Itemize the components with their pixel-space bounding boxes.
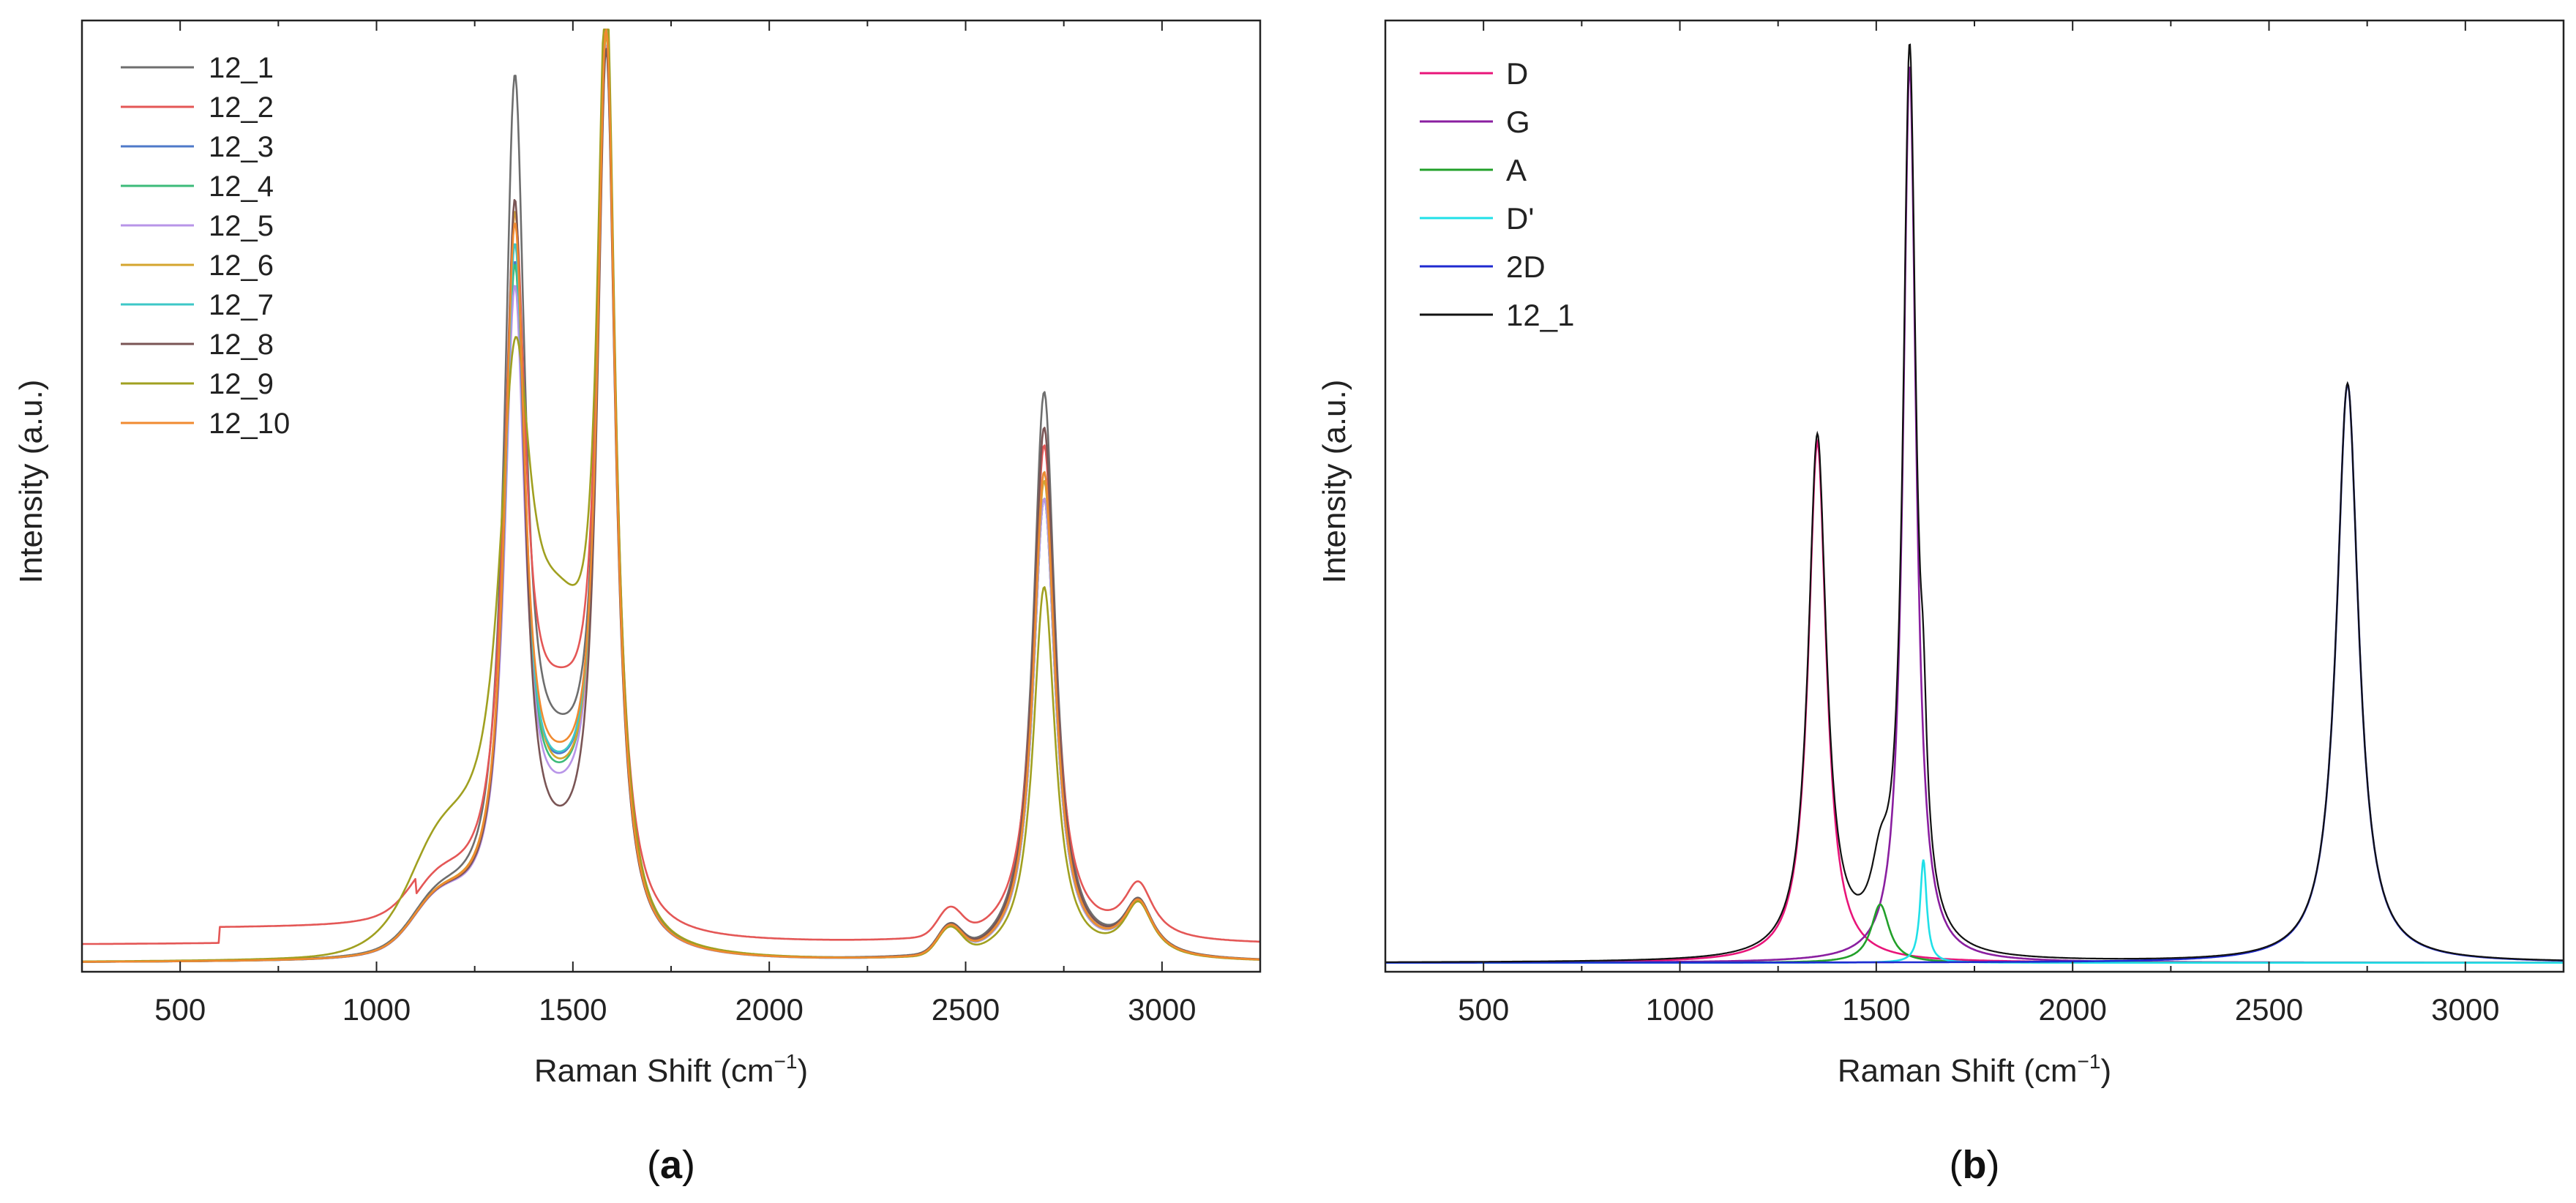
panel-a-panel-label: (a) bbox=[647, 1143, 695, 1187]
series-line-12_1 bbox=[82, 29, 1260, 963]
series-line-D' bbox=[1385, 859, 2564, 964]
panel-b-xtick-label: 1500 bbox=[1842, 992, 1910, 1027]
panel-a-xtick-label: 3000 bbox=[1128, 992, 1196, 1027]
panel-b-xtick-label: 2500 bbox=[2235, 992, 2303, 1027]
panel-b-xtick-label: 1000 bbox=[1646, 992, 1714, 1027]
legend-label-12_7: 12_7 bbox=[209, 289, 274, 321]
panel-a-xtick-label: 1500 bbox=[539, 992, 607, 1027]
series-line-12_9 bbox=[82, 29, 1260, 963]
series-line-12_1 bbox=[1385, 43, 2564, 963]
series-line-A bbox=[1385, 903, 2564, 964]
series-line-12_2 bbox=[82, 29, 1260, 945]
legend-label-12_6: 12_6 bbox=[209, 250, 274, 282]
panel-b-xtick-label: 500 bbox=[1458, 992, 1509, 1027]
legend-label-12_5: 12_5 bbox=[209, 210, 274, 242]
series-line-2D bbox=[1385, 381, 2564, 964]
panel-b-xtick-label: 3000 bbox=[2431, 992, 2499, 1027]
panel-a-chart: 500 1000 1500 2000 2500 3000 Raman Shift (cm−1… bbox=[13, 19, 1262, 1187]
legend-label-2D: 2D bbox=[1506, 250, 1546, 284]
panel-a-x-axis-label: Raman Shift (cm−1) bbox=[534, 1050, 808, 1089]
series-line-12_10 bbox=[82, 29, 1260, 963]
series-line-D bbox=[1385, 438, 2564, 964]
panel-a-xtick-label: 2000 bbox=[735, 992, 803, 1027]
legend-label-D': D' bbox=[1506, 201, 1534, 236]
series-line-G bbox=[1385, 67, 2564, 964]
legend-label-12_1: 12_1 bbox=[1506, 298, 1574, 332]
legend-label-G: G bbox=[1506, 105, 1530, 139]
panel-a-xtick-label: 2500 bbox=[932, 992, 1000, 1027]
legend-label-12_8: 12_8 bbox=[209, 329, 274, 361]
panel-b-xtick-label: 2000 bbox=[2038, 992, 2106, 1027]
panel-b-y-axis-label: Intensity (a.u.) bbox=[1317, 380, 1352, 584]
legend-label-12_10: 12_10 bbox=[209, 408, 290, 440]
legend-label-12_4: 12_4 bbox=[209, 170, 274, 203]
panel-a-axes-frame bbox=[80, 19, 1262, 973]
legend-label-12_3: 12_3 bbox=[209, 131, 274, 163]
panel-a-xtick-label: 500 bbox=[154, 992, 206, 1027]
panel-b-chart: 500 1000 1500 2000 2500 3000 Raman Shift (cm−1… bbox=[1317, 19, 2565, 1187]
legend-label-D: D bbox=[1506, 56, 1528, 91]
panel-b-plot-area bbox=[1385, 43, 2564, 964]
legend-label-12_1: 12_1 bbox=[209, 52, 274, 84]
panel-b-axes-frame bbox=[1384, 19, 2565, 973]
series-line-12_7 bbox=[82, 29, 1260, 963]
panel-a-plot-area bbox=[82, 29, 1260, 963]
panel-b-panel-label: (b) bbox=[1950, 1143, 2000, 1187]
legend-label-12_9: 12_9 bbox=[209, 368, 274, 400]
panel-a-y-axis-label: Intensity (a.u.) bbox=[13, 380, 49, 584]
panel-a-xtick-label: 1000 bbox=[342, 992, 411, 1027]
panel-b-x-axis-label: Raman Shift (cm−1) bbox=[1838, 1050, 2111, 1089]
legend-label-A: A bbox=[1506, 153, 1527, 187]
legend-label-12_2: 12_2 bbox=[209, 91, 274, 124]
